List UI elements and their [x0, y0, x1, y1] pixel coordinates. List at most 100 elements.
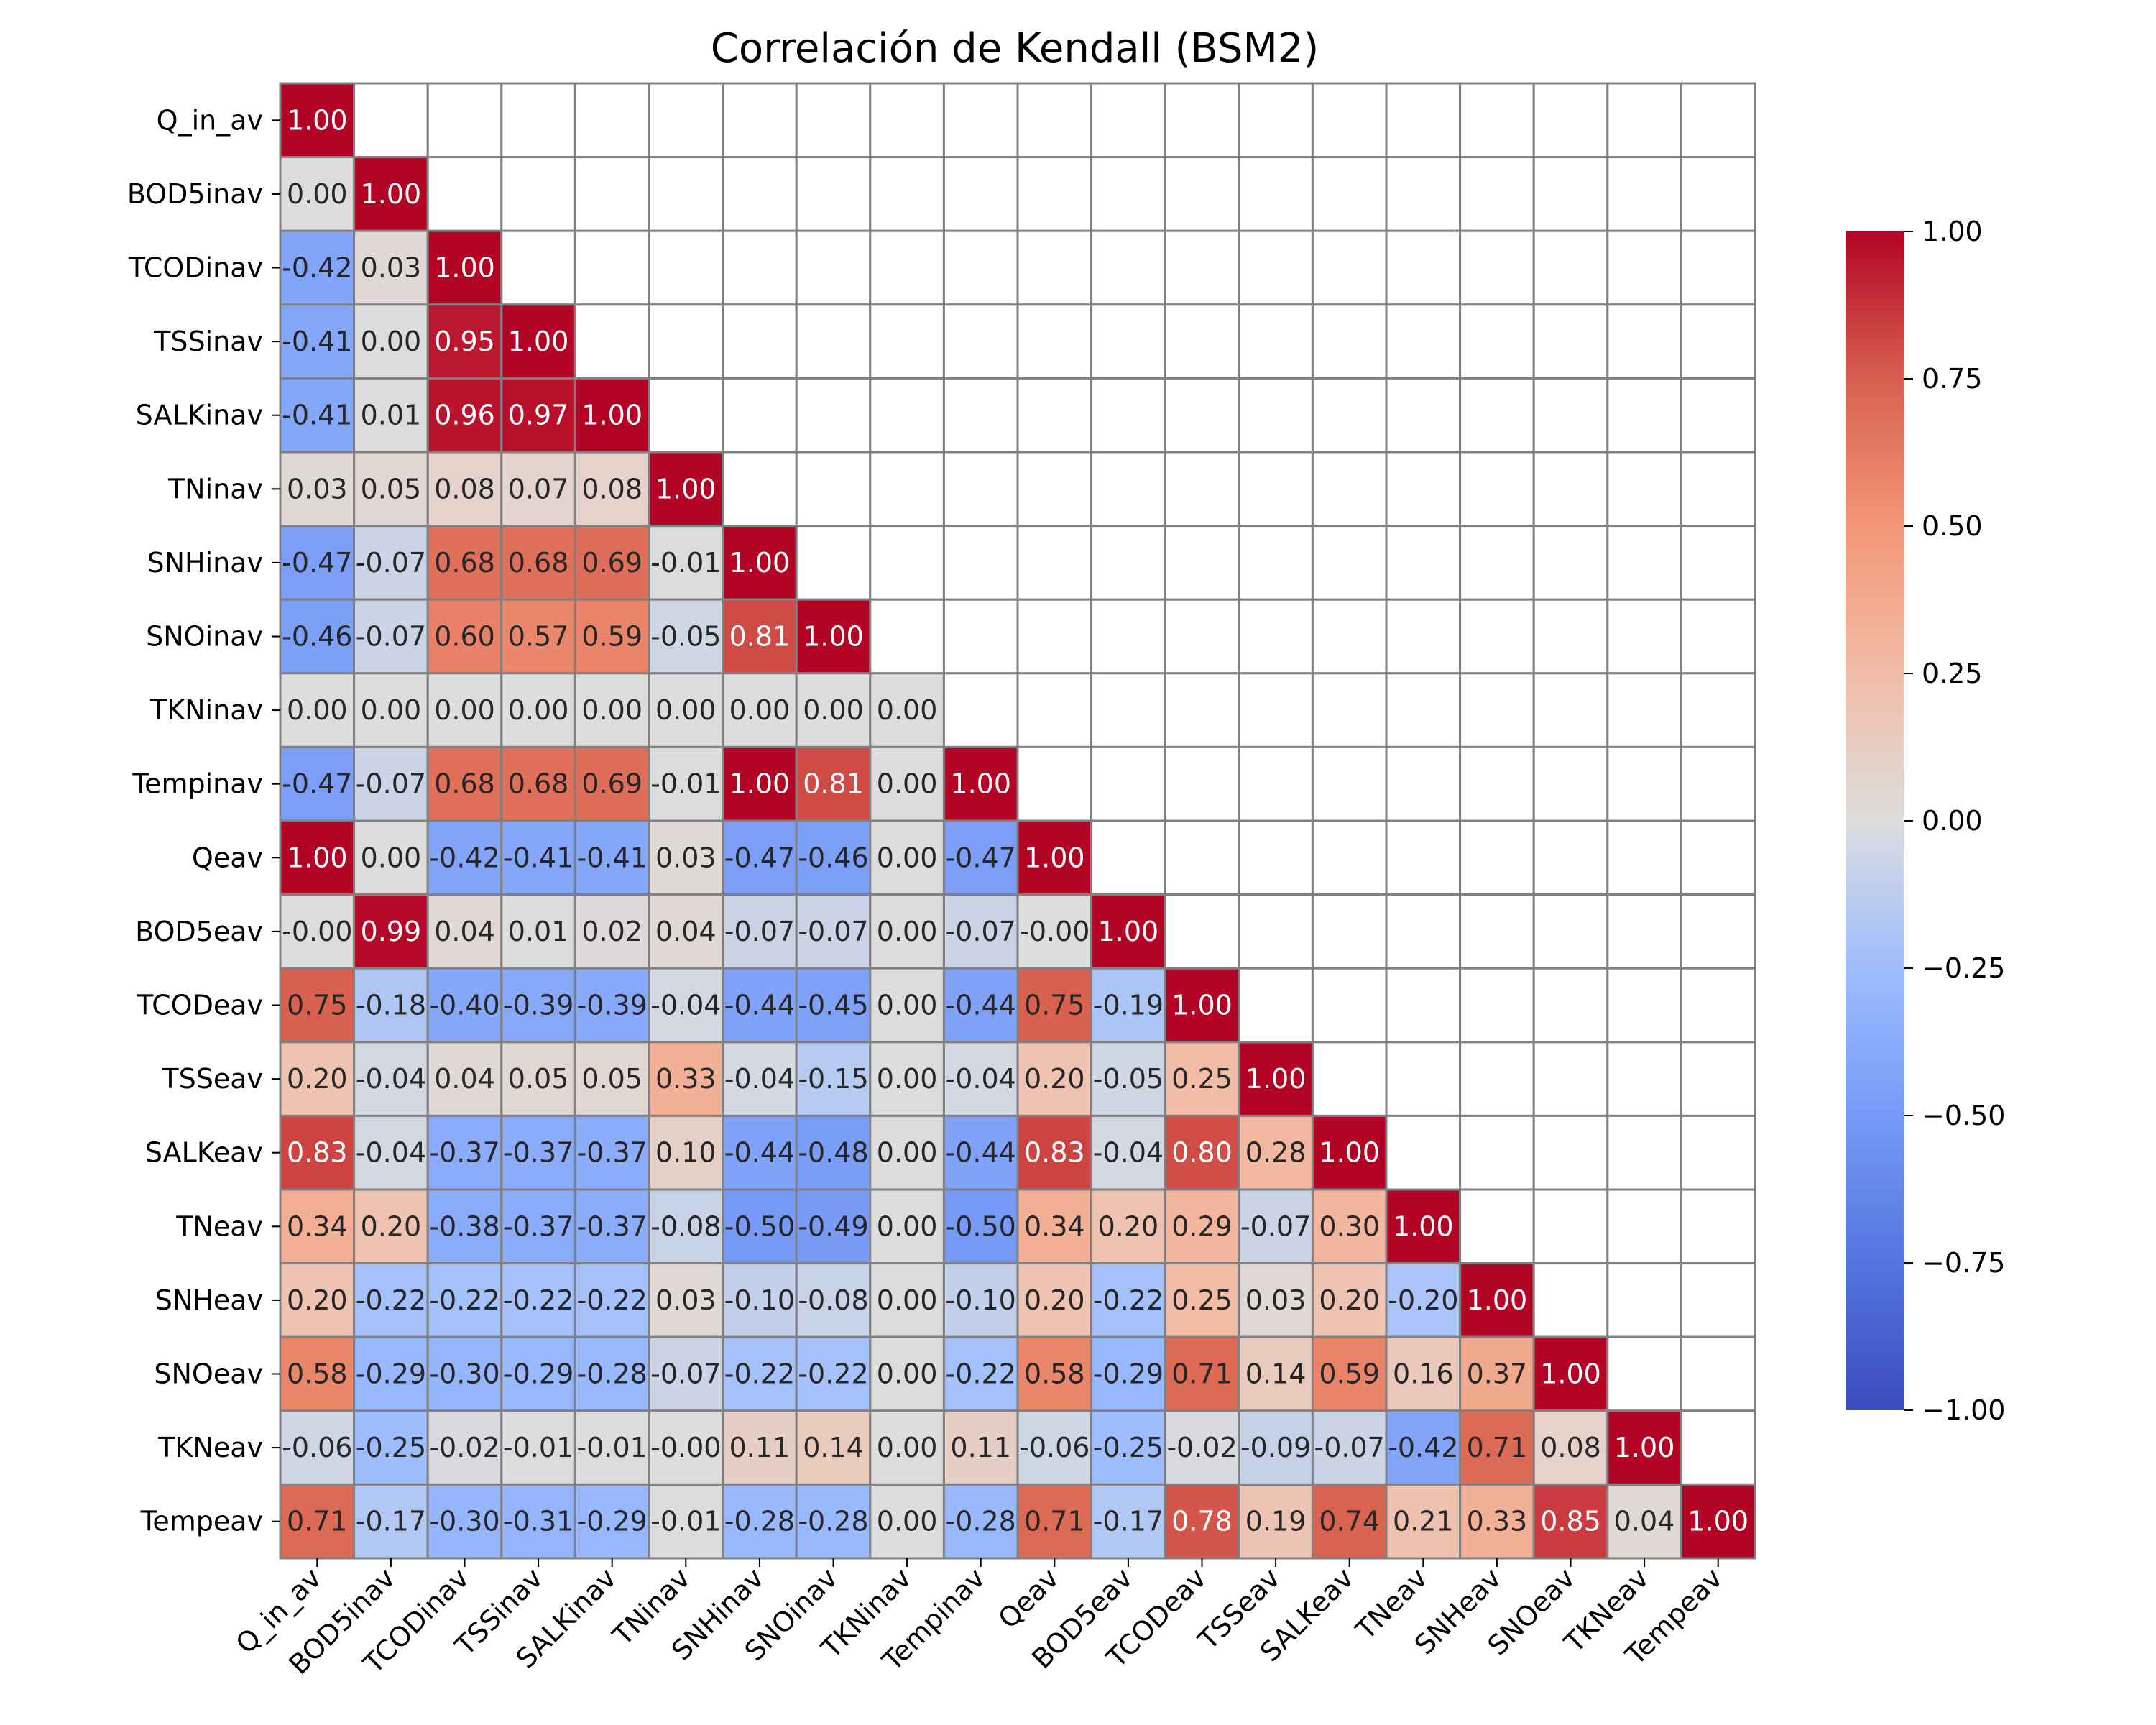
cell-value-label: 1.00: [1467, 1284, 1528, 1316]
heatmap-empty-cell: [942, 229, 1019, 306]
heatmap-empty-cell: [1680, 893, 1756, 970]
heatmap-empty-cell: [648, 229, 724, 306]
colorbar-tick-label: 1.00: [1922, 216, 1983, 247]
heatmap-cell: [869, 819, 945, 896]
cell-value-label: 0.03: [361, 252, 422, 284]
heatmap-empty-cell: [942, 525, 1019, 601]
heatmap-empty-cell: [1606, 1114, 1682, 1191]
cell-value-label: -0.41: [577, 842, 648, 873]
heatmap-empty-cell: [426, 156, 503, 232]
cell-value-label: -0.46: [798, 842, 868, 873]
cell-value-label: -0.05: [650, 621, 721, 653]
cell-value-label: 0.37: [1467, 1358, 1528, 1390]
heatmap-cell: [942, 1114, 1019, 1191]
heatmap-empty-cell: [1459, 1188, 1535, 1265]
cell-value-label: -0.28: [577, 1358, 648, 1390]
cell-value-label: -0.37: [577, 1137, 648, 1169]
cell-value-label: -0.07: [356, 768, 426, 800]
cell-value-label: 0.00: [877, 694, 938, 726]
cell-value-label: 0.00: [877, 1284, 938, 1316]
cell-value-label: 1.00: [287, 842, 348, 873]
cell-value-label: 0.19: [1245, 1506, 1307, 1537]
cell-value-label: 1.00: [361, 178, 422, 210]
cell-value-label: -0.08: [650, 1210, 721, 1242]
cell-value-label: 0.20: [1024, 1063, 1085, 1095]
cell-value-label: 0.20: [287, 1284, 348, 1316]
heatmap-cell: [722, 1188, 798, 1265]
heatmap-cell: [1164, 1041, 1240, 1117]
heatmap-cell: [353, 303, 429, 380]
cell-value-label: 0.00: [877, 916, 938, 947]
heatmap-cell: [648, 819, 724, 896]
heatmap-empty-cell: [1459, 893, 1535, 970]
heatmap-empty-cell: [500, 82, 576, 159]
heatmap-cell: [648, 672, 724, 748]
cell-value-label: -0.45: [798, 990, 868, 1021]
heatmap-cell: [1090, 1188, 1166, 1265]
heatmap-empty-cell: [942, 598, 1019, 675]
heatmap-cell: [795, 745, 872, 822]
heatmap-cell: [648, 745, 724, 822]
heatmap-empty-cell: [1311, 82, 1388, 159]
y-tick-label: BOD5inav: [127, 178, 263, 210]
cell-value-label: -0.50: [946, 1210, 1016, 1242]
cell-value-label: 0.68: [434, 768, 495, 800]
heatmap-cell: [500, 1335, 576, 1412]
heatmap-empty-cell: [1680, 525, 1756, 601]
heatmap-cell: [869, 1483, 945, 1560]
cell-value-label: 0.00: [361, 842, 422, 873]
heatmap-empty-cell: [1238, 598, 1314, 675]
cell-value-label: -0.28: [724, 1506, 795, 1537]
cell-value-label: 1.00: [1245, 1063, 1307, 1095]
cell-value-label: -0.47: [282, 768, 352, 800]
cell-value-label: -0.41: [503, 842, 573, 873]
heatmap-cell: [279, 1483, 356, 1560]
heatmap-empty-cell: [1385, 1114, 1462, 1191]
heatmap-empty-cell: [1016, 377, 1093, 454]
heatmap-empty-cell: [722, 377, 798, 454]
heatmap-cell: [573, 1483, 650, 1560]
heatmap-empty-cell: [1238, 229, 1314, 306]
heatmap-empty-cell: [1311, 819, 1388, 896]
cell-value-label: -0.07: [724, 916, 795, 947]
cell-value-label: -0.00: [1019, 916, 1089, 947]
heatmap-empty-cell: [1459, 229, 1535, 306]
heatmap-cell: [573, 745, 650, 822]
cell-value-label: 0.00: [877, 1358, 938, 1390]
heatmap-empty-cell: [1238, 377, 1314, 454]
cell-value-label: -0.06: [282, 1432, 352, 1463]
heatmap-cell: [722, 1041, 798, 1117]
heatmap-empty-cell: [1606, 1188, 1682, 1265]
cell-value-label: -0.29: [356, 1358, 426, 1390]
heatmap-empty-cell: [1090, 451, 1166, 528]
cell-value-label: -0.02: [429, 1432, 499, 1463]
heatmap-cell: [869, 967, 945, 1044]
cell-value-label: -0.01: [650, 768, 721, 800]
heatmap-empty-cell: [500, 229, 576, 306]
heatmap-empty-cell: [1164, 377, 1240, 454]
heatmap-empty-cell: [426, 82, 503, 159]
heatmap-empty-cell: [648, 303, 724, 380]
cell-value-label: -0.28: [798, 1506, 868, 1537]
heatmap-cell: [353, 377, 429, 454]
y-tick-label: TCODeav: [136, 990, 263, 1021]
heatmap-empty-cell: [1311, 893, 1388, 970]
heatmap-empty-cell: [1532, 893, 1609, 970]
heatmap-cell: [648, 525, 724, 601]
heatmap-empty-cell: [1238, 745, 1314, 822]
cell-value-label: 1.00: [1687, 1506, 1749, 1537]
heatmap-empty-cell: [1532, 819, 1609, 896]
cell-value-label: 0.21: [1393, 1506, 1454, 1537]
heatmap-empty-cell: [1164, 893, 1240, 970]
cell-value-label: 0.58: [1024, 1358, 1085, 1390]
cell-value-label: -0.07: [1314, 1432, 1385, 1463]
cell-value-label: 0.00: [508, 694, 569, 726]
heatmap-empty-cell: [1385, 893, 1462, 970]
heatmap-cell: [500, 819, 576, 896]
heatmap-empty-cell: [795, 229, 872, 306]
heatmap-cell: [353, 745, 429, 822]
heatmap-cell: [722, 1483, 798, 1560]
cell-value-label: 0.00: [361, 694, 422, 726]
cell-value-label: -0.44: [946, 1137, 1016, 1169]
heatmap-cell: [1311, 1114, 1388, 1191]
